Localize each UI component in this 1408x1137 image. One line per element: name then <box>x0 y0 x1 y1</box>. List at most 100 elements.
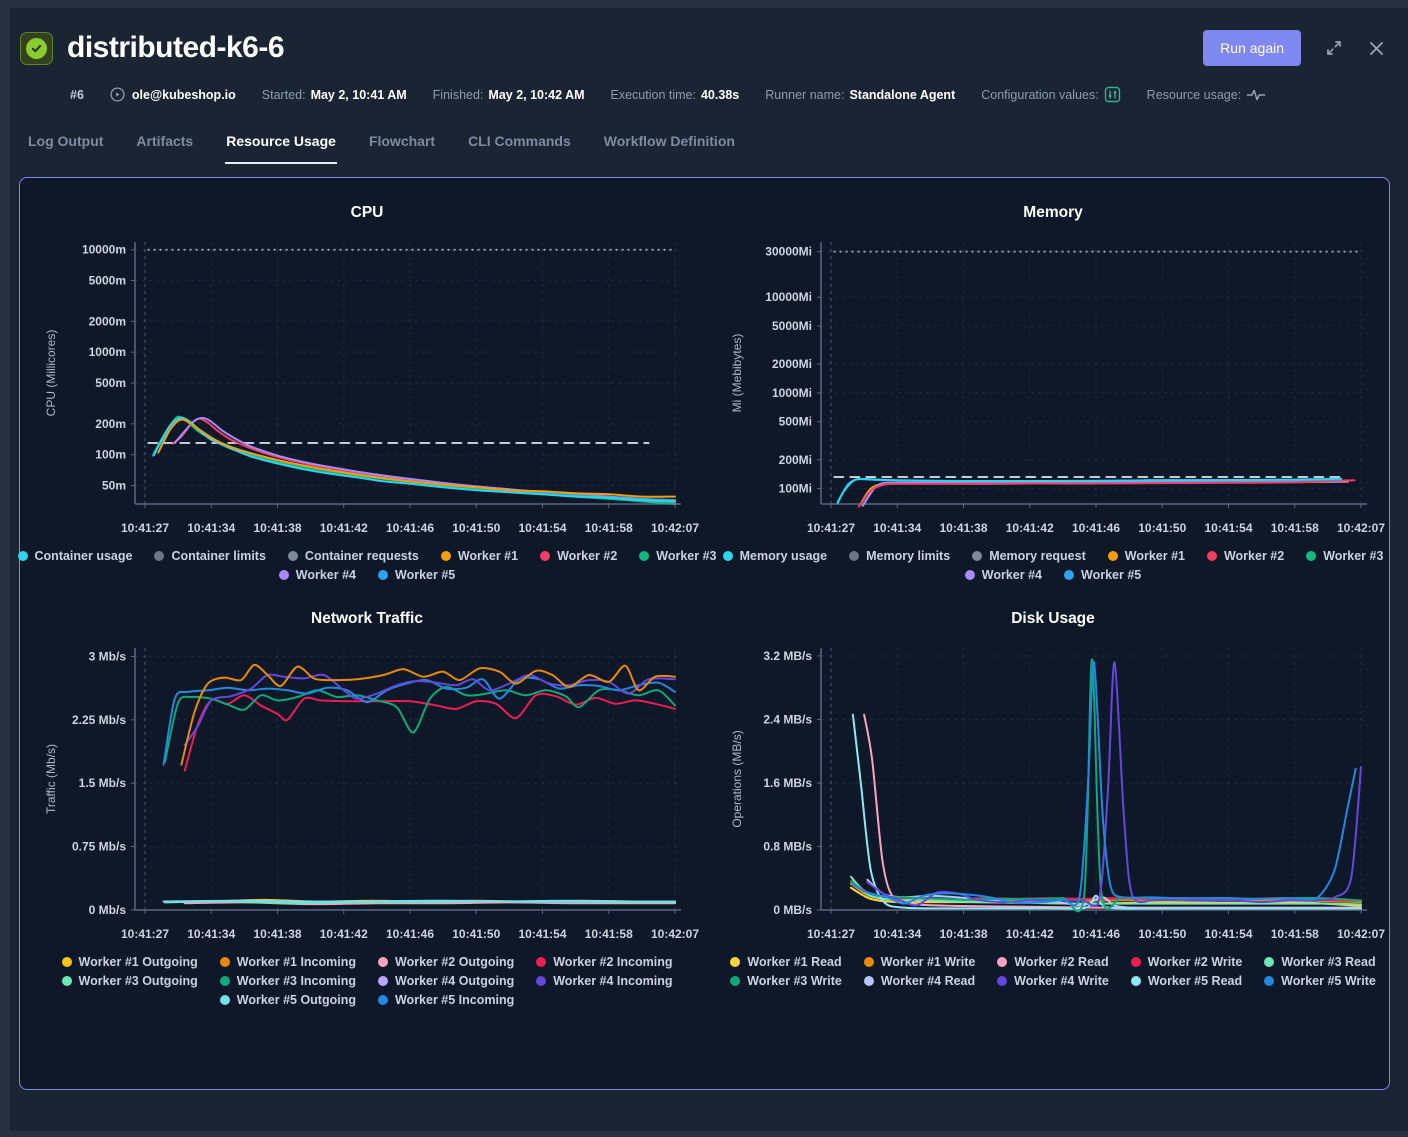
memory-chart-plot[interactable]: 10:41:27 10:41:34 10:41:38 10:41:42 10:41:46… <box>725 230 1385 540</box>
tab-workflow-definition[interactable]: Workflow Definition <box>603 127 736 164</box>
legend-item[interactable]: Worker #4 Incoming <box>536 974 672 988</box>
cpu-chart-plot[interactable]: 10:41:27 10:41:34 10:41:38 10:41:42 10:41:46… <box>39 230 699 540</box>
disk-usage-chart-plot[interactable]: 10:41:27 10:41:34 10:41:38 10:41:42 10:41:46… <box>725 636 1385 946</box>
legend-item[interactable]: Worker #4 Read <box>863 974 975 988</box>
sliders-icon[interactable] <box>1104 86 1121 103</box>
legend-item[interactable]: Worker #5 Write <box>1264 974 1376 988</box>
legend-dot <box>536 976 547 986</box>
legend-item[interactable]: Worker #5 Read <box>1130 974 1242 988</box>
svg-text:10:41:42: 10:41:42 <box>1006 521 1054 535</box>
tab-cli-commands[interactable]: CLI Commands <box>467 127 572 164</box>
legend-row: Worker #4 Worker #5 <box>723 568 1384 582</box>
check-icon <box>26 37 47 59</box>
legend-item[interactable]: Memory limits <box>849 549 950 563</box>
close-icon[interactable] <box>1367 39 1386 58</box>
svg-text:10:42:07: 10:42:07 <box>651 521 699 535</box>
legend-row: Memory usage Memory limits Memory request W… <box>722 549 1383 563</box>
legend-label: Worker #1 Outgoing <box>78 955 198 969</box>
meta-resource-usage: Resource usage: <box>1147 88 1267 102</box>
legend-item[interactable]: Worker #4 Outgoing <box>378 974 514 988</box>
legend-item[interactable]: Container limits <box>154 549 266 563</box>
legend-dot <box>730 957 741 967</box>
svg-text:2.4 MB/s: 2.4 MB/s <box>763 712 812 726</box>
svg-text:10:41:42: 10:41:42 <box>1006 927 1054 941</box>
svg-text:10:41:27: 10:41:27 <box>807 521 855 535</box>
legend-item[interactable]: Worker #3 Incoming <box>219 974 356 988</box>
svg-text:10:41:38: 10:41:38 <box>939 521 987 535</box>
legend-item[interactable]: Worker #3 Read <box>1264 955 1376 969</box>
svg-text:Mi (Mebibytes): Mi (Mebibytes) <box>730 334 744 413</box>
network-traffic-chart-plot[interactable]: 10:41:27 10:41:34 10:41:38 10:41:42 10:41:46… <box>39 636 699 946</box>
svg-text:500Mi: 500Mi <box>779 415 812 429</box>
legend-item[interactable]: Worker #1 Outgoing <box>61 955 198 969</box>
meta-configuration-values: Configuration values: <box>981 86 1120 103</box>
svg-text:2.25 Mb/s: 2.25 Mb/s <box>72 713 126 727</box>
legend-dot <box>639 551 650 561</box>
legend-item[interactable]: Worker #2 Incoming <box>536 955 672 969</box>
tab-artifacts[interactable]: Artifacts <box>135 127 194 164</box>
run-again-button[interactable]: Run again <box>1203 30 1301 66</box>
expand-icon[interactable] <box>1325 39 1343 57</box>
svg-text:2000Mi: 2000Mi <box>772 357 812 371</box>
legend-label: Worker #1 Read <box>747 955 842 969</box>
svg-text:10:41:54: 10:41:54 <box>1204 927 1252 941</box>
cpu-chart-card: CPU 10:41:27 10:41:34 10:41:38 10:41:42 10:4… <box>17 190 717 582</box>
svg-text:10:41:34: 10:41:34 <box>187 521 235 535</box>
legend-dot <box>540 551 551 561</box>
legend-item[interactable]: Worker #2 <box>540 549 617 563</box>
legend-item[interactable]: Memory request <box>972 549 1086 563</box>
legend-item[interactable]: Worker #5 <box>378 568 455 582</box>
legend-item[interactable]: Worker #4 <box>964 568 1042 582</box>
svg-text:10:41:46: 10:41:46 <box>386 521 434 535</box>
legend-item[interactable]: Worker #1 Read <box>730 955 842 969</box>
legend-dot <box>1130 957 1141 967</box>
legend-item[interactable]: Worker #5 <box>1064 568 1141 582</box>
legend-label: Worker #2 Write <box>1147 955 1243 969</box>
legend-dot <box>1107 551 1118 561</box>
legend-label: Worker #5 Incoming <box>394 993 515 1007</box>
legend-dot <box>17 551 28 561</box>
legend-item[interactable]: Worker #1 <box>1107 549 1185 563</box>
legend-item[interactable]: Container usage <box>17 549 132 563</box>
svg-text:10:42:07: 10:42:07 <box>651 927 699 941</box>
svg-text:200m: 200m <box>95 417 126 431</box>
legend-item[interactable]: Worker #2 Read <box>997 955 1109 969</box>
legend-item[interactable]: Worker #1 Incoming <box>219 955 356 969</box>
legend-item[interactable]: Worker #1 Write <box>863 955 975 969</box>
meta-runner-name: Runner name: Standalone Agent <box>765 87 956 102</box>
legend-dot <box>219 957 230 967</box>
legend-dot <box>1064 570 1074 580</box>
legend-dot <box>219 976 230 986</box>
legend-item[interactable]: Worker #5 Outgoing <box>219 993 356 1007</box>
svg-text:10:41:42: 10:41:42 <box>320 521 368 535</box>
legend-item[interactable]: Worker #2 Outgoing <box>378 955 514 969</box>
legend-item[interactable]: Worker #4 Write <box>997 974 1109 988</box>
meta-execution-time: Execution time: 40.38s <box>610 87 740 102</box>
legend-item[interactable]: Worker #3 Outgoing <box>61 974 198 988</box>
svg-text:1000m: 1000m <box>89 345 126 359</box>
legend-dot <box>730 976 741 986</box>
legend-item[interactable]: Worker #2 <box>1206 549 1284 563</box>
legend-item[interactable]: Worker #2 Write <box>1130 955 1243 969</box>
svg-text:10:41:27: 10:41:27 <box>807 927 855 941</box>
tab-flowchart[interactable]: Flowchart <box>368 127 436 164</box>
legend-item[interactable]: Worker #4 <box>278 568 356 582</box>
tab-log-output[interactable]: Log Output <box>27 127 104 164</box>
legend-dot <box>997 976 1008 986</box>
legend-item[interactable]: Worker #3 <box>1306 549 1383 563</box>
legend-item[interactable]: Container requests <box>287 549 419 563</box>
legend-item[interactable]: Worker #3 <box>639 549 717 563</box>
activity-pulse-icon[interactable] <box>1246 88 1266 102</box>
legend-dot <box>849 551 860 561</box>
legend-item[interactable]: Worker #1 <box>440 549 518 563</box>
legend-label: Worker #4 Incoming <box>553 974 673 988</box>
tab-resource-usage[interactable]: Resource Usage <box>225 127 337 164</box>
svg-text:10:41:34: 10:41:34 <box>873 927 921 941</box>
legend-item[interactable]: Memory usage <box>722 549 827 563</box>
legend-item[interactable]: Worker #3 Write <box>730 974 842 988</box>
svg-text:10:41:46: 10:41:46 <box>1072 521 1120 535</box>
svg-text:10:41:58: 10:41:58 <box>1271 521 1319 535</box>
svg-text:10:41:50: 10:41:50 <box>1138 927 1186 941</box>
meta-started: Started: May 2, 10:41 AM <box>261 87 407 102</box>
legend-item[interactable]: Worker #5 Incoming <box>377 993 515 1007</box>
